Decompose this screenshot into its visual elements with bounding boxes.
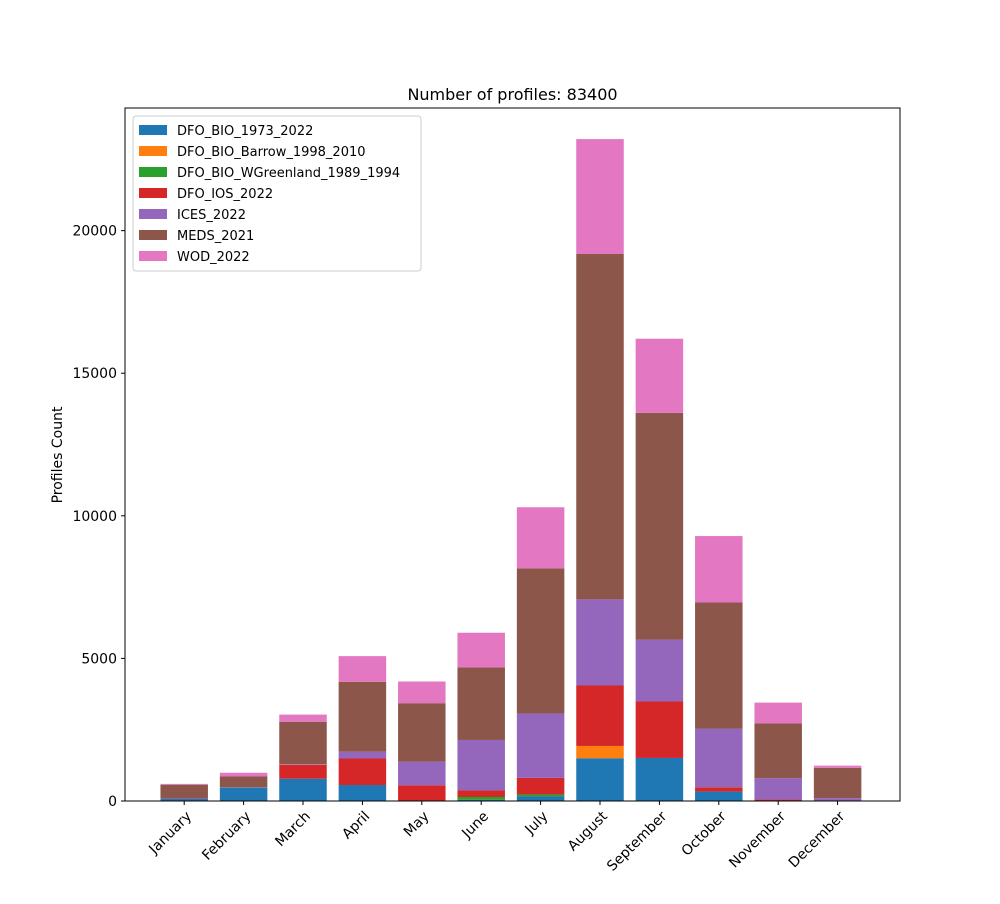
legend-label: WOD_2022 — [177, 250, 250, 265]
legend-label: DFO_BIO_WGreenland_1989_1994 — [177, 166, 400, 181]
bar-segment-ICES_2022-July — [517, 713, 565, 777]
bar-segment-WOD_2022-May — [398, 682, 446, 704]
bar-segment-DFO_IOS_2022-July — [517, 778, 565, 795]
bar-segment-DFO_BIO_1973_2022-July — [517, 796, 565, 801]
bar-segment-DFO_BIO_1973_2022-October — [695, 792, 743, 801]
bar-segment-DFO_IOS_2022-June — [457, 790, 505, 797]
bar-segment-MEDS_2021-June — [457, 668, 505, 740]
x-tick-label: November — [726, 808, 789, 871]
legend-label: DFO_BIO_Barrow_1998_2010 — [177, 145, 366, 160]
y-tick-label: 5000 — [81, 651, 117, 667]
bar-segment-ICES_2022-September — [636, 640, 684, 702]
bar-segment-DFO_IOS_2022-March — [279, 765, 327, 779]
chart-title: Number of profiles: 83400 — [407, 85, 617, 104]
bar-segment-MEDS_2021-August — [576, 254, 624, 599]
bar-segment-MEDS_2021-September — [636, 413, 684, 640]
x-tick-label: March — [272, 809, 313, 850]
bar-segment-ICES_2022-June — [457, 740, 505, 790]
bar-segment-DFO_IOS_2022-April — [339, 759, 387, 786]
x-tick-label: January — [145, 809, 195, 859]
bar-segment-DFO_IOS_2022-August — [576, 686, 624, 746]
bar-segment-DFO_IOS_2022-September — [636, 701, 684, 757]
bar-segment-MEDS_2021-July — [517, 568, 565, 713]
legend-label: MEDS_2021 — [177, 229, 254, 244]
bar-segment-ICES_2022-October — [695, 729, 743, 788]
y-tick-label: 10000 — [72, 509, 117, 525]
legend-swatch — [139, 146, 167, 156]
bar-segment-ICES_2022-May — [398, 762, 446, 786]
legend-swatch — [139, 251, 167, 261]
bar-segment-WOD_2022-January — [160, 784, 208, 785]
bar-segment-MEDS_2021-December — [814, 768, 862, 798]
bar-segment-ICES_2022-December — [814, 798, 862, 801]
bar-segment-DFO_BIO_1973_2022-September — [636, 758, 684, 801]
x-tick-label: May — [401, 809, 433, 841]
bar-segment-WOD_2022-February — [220, 773, 268, 777]
x-tick-label: October — [679, 808, 730, 859]
bar-segment-MEDS_2021-January — [160, 785, 208, 799]
bar-segment-WOD_2022-November — [754, 703, 802, 724]
legend: DFO_BIO_1973_2022 DFO_BIO_Barrow_1998_201… — [133, 116, 421, 271]
bar-segment-ICES_2022-March — [279, 764, 327, 765]
bar-segment-WOD_2022-September — [636, 339, 684, 413]
bar-segment-DFO_BIO_1973_2022-April — [339, 785, 387, 801]
legend-swatch — [139, 209, 167, 219]
y-tick-label: 20000 — [72, 224, 117, 240]
y-tick-label: 15000 — [72, 366, 117, 382]
bar-segment-WOD_2022-October — [695, 536, 743, 602]
bar-segment-DFO_IOS_2022-October — [695, 787, 743, 791]
legend-swatch — [139, 125, 167, 135]
bar-segment-WOD_2022-August — [576, 139, 624, 254]
bar-segment-ICES_2022-November — [754, 778, 802, 799]
bar-segment-DFO_BIO_Barrow_1998_2010-August — [576, 746, 624, 758]
bar-segment-ICES_2022-April — [339, 752, 387, 759]
x-tick-label: June — [458, 809, 492, 843]
bar-segment-WOD_2022-June — [457, 633, 505, 668]
bar-segment-WOD_2022-December — [814, 766, 862, 768]
legend-label: DFO_IOS_2022 — [177, 187, 273, 202]
series-DFO_BIO_Barrow_1998_2010 — [576, 746, 624, 758]
y-tick-label: 0 — [108, 794, 117, 810]
bar-segment-WOD_2022-April — [339, 656, 387, 682]
x-tick-label: February — [199, 809, 254, 864]
bar-segment-MEDS_2021-February — [220, 776, 268, 787]
bar-segment-DFO_BIO_1973_2022-February — [220, 788, 268, 801]
bar-segment-MEDS_2021-November — [754, 723, 802, 778]
y-axis-title: Profiles Count — [50, 406, 66, 503]
legend-swatch — [139, 167, 167, 177]
bar-segment-DFO_BIO_WGreenland_1989_1994-June — [457, 797, 505, 800]
bar-segment-ICES_2022-August — [576, 599, 624, 685]
bar-segment-WOD_2022-July — [517, 507, 565, 568]
bar-segment-ICES_2022-January — [160, 798, 208, 799]
legend-swatch — [139, 188, 167, 198]
bar-segment-MEDS_2021-March — [279, 722, 327, 764]
bar-segment-MEDS_2021-May — [398, 703, 446, 761]
x-tick-label: April — [339, 809, 373, 843]
x-tick-label: August — [565, 808, 611, 854]
legend-label: ICES_2022 — [177, 208, 246, 223]
x-tick-label: September — [604, 808, 670, 874]
bar-segment-MEDS_2021-April — [339, 682, 387, 752]
bar-segment-WOD_2022-March — [279, 715, 327, 722]
bar-segment-DFO_BIO_1973_2022-August — [576, 758, 624, 801]
legend-label: DFO_BIO_1973_2022 — [177, 124, 313, 139]
legend-swatch — [139, 230, 167, 240]
bar-segment-MEDS_2021-October — [695, 603, 743, 729]
bar-segment-DFO_IOS_2022-May — [398, 785, 446, 801]
bar-segment-DFO_BIO_WGreenland_1989_1994-July — [517, 794, 565, 796]
bar-segment-DFO_BIO_1973_2022-March — [279, 779, 327, 801]
x-tick-label: July — [522, 809, 552, 839]
x-tick-label: December — [786, 808, 849, 871]
